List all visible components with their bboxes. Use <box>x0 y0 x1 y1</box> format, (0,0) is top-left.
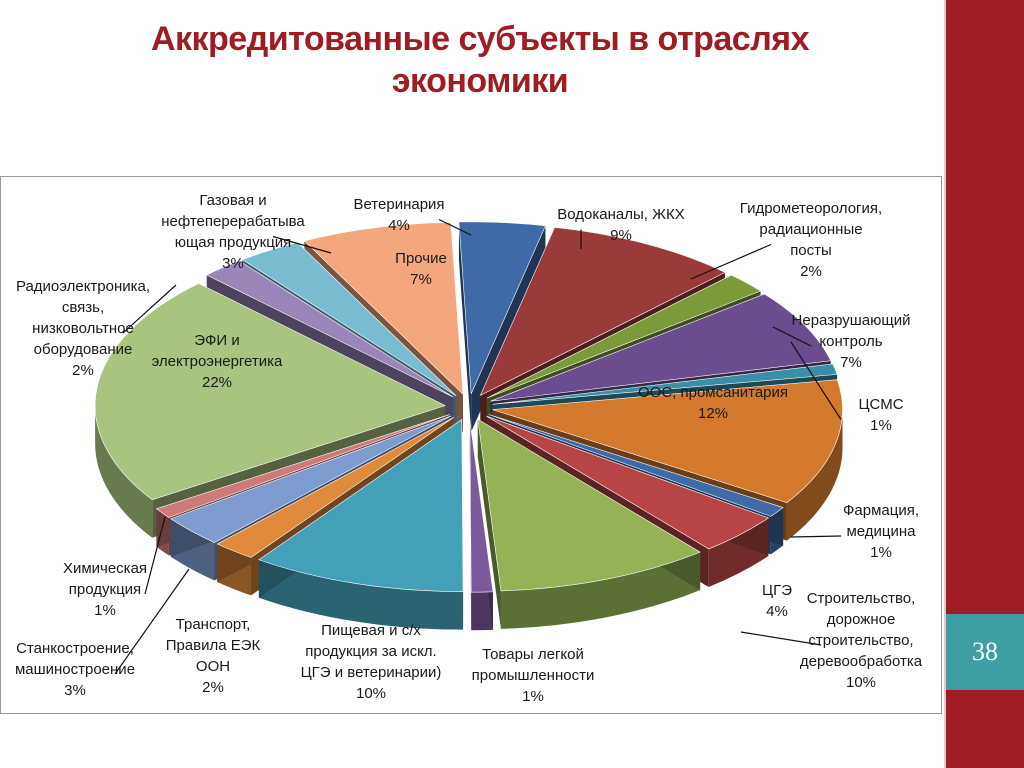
pie-leader-3 <box>772 326 812 347</box>
pie-leader-12 <box>114 568 190 675</box>
pie-slice-16 <box>241 242 457 397</box>
pie-label-16: Газовая и нефтеперерабатыва ющая продукция… <box>161 192 305 272</box>
pie-slice-3 <box>490 293 832 402</box>
pie-slice-6 <box>488 414 784 517</box>
pie-label-9: Товары легкой промышленности 1% <box>472 646 595 705</box>
pie-label-14: ЭФИ и электроэнергетика 22% <box>152 332 283 391</box>
pie-slice-10 <box>258 419 464 592</box>
pie-slice-12 <box>170 415 452 543</box>
pie-label-3: Неразрушающий контроль 7% <box>792 312 911 371</box>
title-line-2: экономики <box>391 62 569 100</box>
slide-title: Аккредитованные субъекты в отраслях экон… <box>40 18 920 102</box>
pie-slice-side-8 <box>500 552 701 629</box>
pie-tops <box>94 221 843 593</box>
pie-leader-6 <box>790 535 842 538</box>
pie-leader-13 <box>144 516 166 595</box>
pie-slice-side-10 <box>258 559 464 630</box>
pie-label-6: Фармация, медицина 1% <box>843 502 919 561</box>
pie-leader-0 <box>438 218 472 236</box>
pie-label-8: Строительство, дорожное строительство, дере… <box>800 590 923 691</box>
pie-label-10: Пищевая и с/х продукция за искл. ЦГЭ и вет… <box>301 622 442 702</box>
pie-slice-7 <box>486 415 770 550</box>
pie-label-15: Радиоэлектроника, связь, низковольтное обор… <box>16 278 150 379</box>
page-number-box: 38 <box>946 614 1024 690</box>
pie-label-7: ЦГЭ 4% <box>762 582 792 620</box>
pie-slice-11 <box>216 416 455 558</box>
pie-leader-8 <box>740 631 822 646</box>
pie-slice-5 <box>492 379 843 503</box>
pie-slice-14 <box>94 283 446 501</box>
pie-slice-15 <box>206 260 454 398</box>
pie-slice-9 <box>469 420 494 593</box>
pie-labels: Ветеринария 4% Водоканалы, ЖКХ 9% Гидрометео… <box>15 192 923 705</box>
chart-frame: Ветеринария 4% Водоканалы, ЖКХ 9% Гидрометео… <box>0 176 942 714</box>
page-number: 38 <box>972 637 998 666</box>
pie-label-1: Водоканалы, ЖКХ 9% <box>557 206 684 244</box>
pie-leader-15 <box>122 284 177 334</box>
pie-slice-0 <box>458 221 546 394</box>
pie-label-0: Ветеринария 4% <box>353 196 444 234</box>
pie-slice-side-5 <box>786 409 843 541</box>
pie-slice-edge-8-1 <box>477 419 501 629</box>
pie-label-13: Химическая продукция 1% <box>63 560 147 619</box>
pie-slice-4 <box>492 363 838 405</box>
pie-slice-side-14 <box>95 405 153 538</box>
pie-slice-13 <box>155 414 450 518</box>
pie-label-12: Станкостроение, машиностроение 3% <box>15 640 135 699</box>
pie-label-17: Прочие 7% <box>395 250 447 288</box>
pie-leader-4 <box>790 341 842 420</box>
pie-slice-2 <box>486 274 762 399</box>
title-line-1: Аккредитованные субъекты в отраслях <box>150 20 810 58</box>
pie-label-11: Транспорт, Правила ЕЭК ООН 2% <box>166 616 261 696</box>
pie-leaders <box>114 218 842 675</box>
pie-slice-side-9 <box>471 591 493 631</box>
pie-leader-2 <box>690 243 772 280</box>
pie-slice-edge-0-0 <box>458 221 472 432</box>
sidebar-divider <box>944 0 946 768</box>
pie-slice-8 <box>477 418 701 592</box>
pie-chart: Ветеринария 4% Водоканалы, ЖКХ 9% Гидрометео… <box>15 192 923 705</box>
pie-leader-16 <box>272 235 332 254</box>
pie-label-4: ЦСМС 1% <box>858 396 903 434</box>
pie-label-5: ООС, промсанитария 12% <box>638 384 788 422</box>
pie-label-2: Гидрометеорология, радиационные посты 2% <box>740 200 882 280</box>
